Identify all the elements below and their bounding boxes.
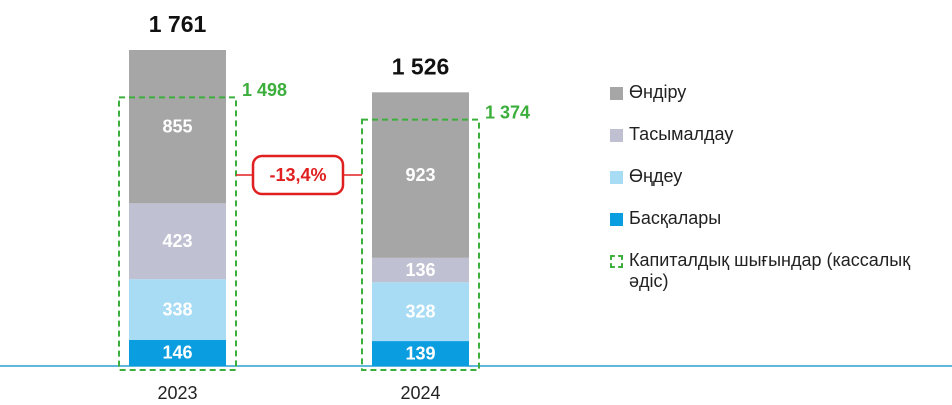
legend-swatch <box>610 171 623 184</box>
value-label: 855 <box>162 116 192 136</box>
total-label: 1 526 <box>392 53 450 79</box>
bar-segment <box>129 203 226 280</box>
legend-swatch <box>610 255 623 268</box>
x-tick-label: 2024 <box>400 383 440 403</box>
bar-segment <box>372 282 469 342</box>
legend-swatch <box>610 129 623 142</box>
legend-label: Өндіру <box>629 82 687 102</box>
legend-label: Өңдеу <box>629 166 683 186</box>
legend-item: Басқалары <box>610 208 930 250</box>
legend-swatch <box>610 87 623 100</box>
capex-box <box>361 118 480 371</box>
bar-segment <box>372 341 469 366</box>
bar-segment <box>372 257 469 283</box>
total-label: 1 761 <box>149 11 207 37</box>
value-label: 423 <box>162 231 192 251</box>
value-label: 146 <box>162 343 192 363</box>
capex-label: 1 374 <box>485 102 530 122</box>
legend-item: Өндіру <box>610 82 930 124</box>
legend-item: Капиталдық шығындар (кассалық әдіс) <box>610 250 930 292</box>
annotation: -13,4% <box>269 165 326 185</box>
legend-swatch <box>610 213 623 226</box>
bar-segment <box>129 50 226 204</box>
legend-label: Капиталдық шығындар (кассалық әдіс) <box>629 250 911 291</box>
bar-segment <box>129 279 226 340</box>
annotation-box <box>251 154 345 196</box>
legend-item: Өңдеу <box>610 166 930 208</box>
value-label: 328 <box>405 301 435 321</box>
capex-label: 1 498 <box>242 80 287 100</box>
legend-label: Тасымалдау <box>629 124 734 144</box>
legend-item: Тасымалдау <box>610 124 930 166</box>
value-label: 139 <box>405 343 435 363</box>
legend: Өндіру Тасымалдау Өңдеу Басқалары Капиталдық… <box>610 82 930 292</box>
value-label: 136 <box>405 260 435 280</box>
legend-label: Басқалары <box>629 208 722 228</box>
bar-segment <box>129 339 226 366</box>
capex-box <box>118 96 237 372</box>
value-label: 923 <box>405 165 435 185</box>
x-tick-label: 2023 <box>157 383 197 403</box>
value-label: 338 <box>162 299 192 319</box>
